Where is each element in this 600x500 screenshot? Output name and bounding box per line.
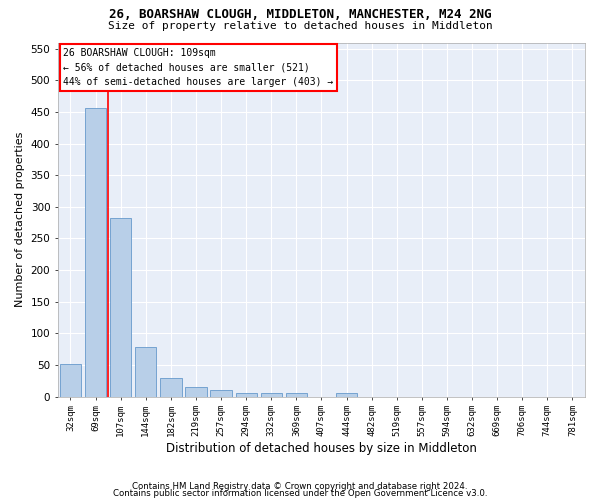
Bar: [236, 394, 257, 396]
Y-axis label: Number of detached properties: Number of detached properties: [15, 132, 25, 307]
Bar: [160, 378, 182, 396]
Text: Size of property relative to detached houses in Middleton: Size of property relative to detached ho…: [107, 21, 493, 31]
Text: 26 BOARSHAW CLOUGH: 109sqm
← 56% of detached houses are smaller (521)
44% of sem: 26 BOARSHAW CLOUGH: 109sqm ← 56% of deta…: [63, 48, 334, 88]
Bar: [110, 218, 131, 396]
Bar: [185, 387, 206, 396]
Text: 26, BOARSHAW CLOUGH, MIDDLETON, MANCHESTER, M24 2NG: 26, BOARSHAW CLOUGH, MIDDLETON, MANCHEST…: [109, 8, 491, 20]
Bar: [286, 393, 307, 396]
X-axis label: Distribution of detached houses by size in Middleton: Distribution of detached houses by size …: [166, 442, 477, 455]
Text: Contains public sector information licensed under the Open Government Licence v3: Contains public sector information licen…: [113, 488, 487, 498]
Bar: [260, 394, 282, 396]
Bar: [85, 108, 106, 397]
Bar: [336, 394, 357, 396]
Bar: [60, 364, 81, 396]
Bar: [135, 347, 157, 397]
Bar: [211, 390, 232, 396]
Text: Contains HM Land Registry data © Crown copyright and database right 2024.: Contains HM Land Registry data © Crown c…: [132, 482, 468, 491]
